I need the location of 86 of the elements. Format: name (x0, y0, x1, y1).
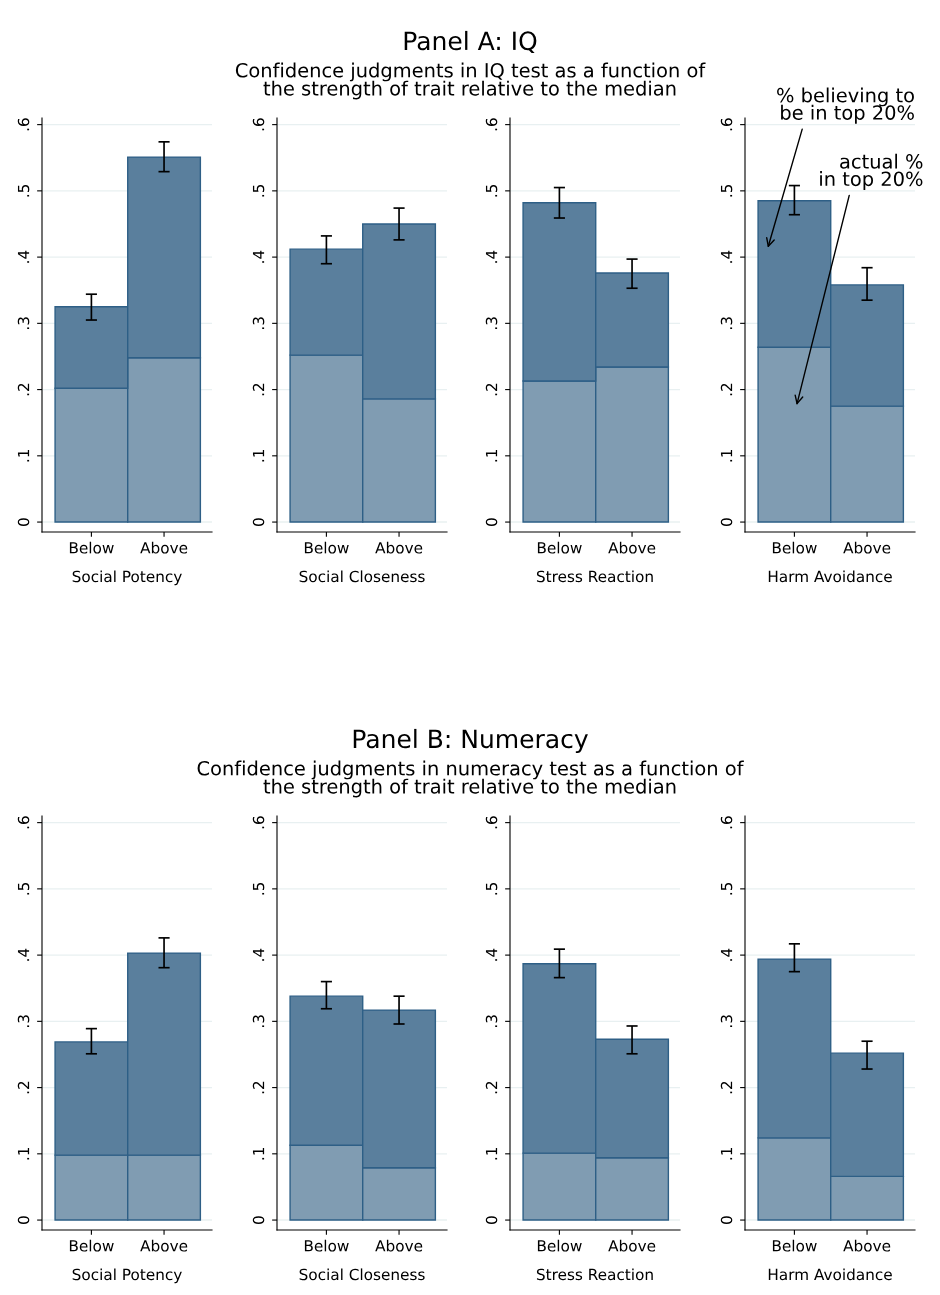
x-axis-title: Stress Reaction (536, 570, 653, 583)
y-tick-label: .1 (720, 449, 733, 462)
x-tick-label: Above (843, 1239, 891, 1252)
y-tick-label: .1 (17, 449, 30, 462)
y-tick-label: .5 (252, 882, 265, 895)
y-tick-label: 0 (485, 1216, 498, 1224)
y-tick-label: .2 (17, 1081, 30, 1094)
y-tick-label: .4 (252, 948, 265, 961)
annotation: actual % in top 20% (820, 153, 923, 190)
x-tick-label: Above (608, 1239, 656, 1252)
text: Confidence judgments in numeracy test as a function of the strength of trait relative to the median (197, 760, 744, 798)
x-axis-title: Social Closeness (299, 570, 425, 583)
y-tick-label: .6 (720, 118, 733, 131)
text: Panel A: IQ (404, 30, 537, 54)
y-tick-label: .3 (485, 317, 498, 329)
y-tick-label: .1 (720, 1147, 733, 1160)
x-tick-label: Above (140, 1239, 188, 1252)
y-tick-label: .2 (485, 383, 498, 396)
x-tick-label: Below (304, 541, 349, 554)
y-tick-label: .2 (252, 383, 265, 396)
x-tick-label: Below (69, 541, 114, 554)
x-tick-label: Below (772, 541, 817, 554)
x-tick-label: Above (843, 541, 891, 554)
y-tick-label: 0 (485, 518, 498, 526)
y-tick-label: .4 (485, 250, 498, 263)
x-tick-label: Below (772, 1239, 817, 1252)
y-tick-label: .3 (720, 1015, 733, 1027)
y-tick-label: 0 (252, 518, 265, 526)
text: Panel B: Numeracy (353, 728, 588, 754)
y-tick-label: .6 (252, 118, 265, 131)
y-tick-label: .5 (720, 184, 733, 197)
y-tick-label: 0 (720, 1216, 733, 1224)
y-tick-label: .4 (720, 948, 733, 961)
y-tick-label: .2 (485, 1081, 498, 1094)
x-tick-label: Below (304, 1239, 349, 1252)
y-tick-label: .4 (17, 948, 30, 961)
y-tick-label: .1 (252, 1147, 265, 1160)
y-tick-label: 0 (720, 518, 733, 526)
annotation: % believing to be in top 20% (777, 87, 914, 124)
y-tick-label: .3 (17, 1015, 30, 1027)
x-tick-label: Below (537, 1239, 582, 1252)
y-tick-label: .4 (252, 250, 265, 263)
x-tick-label: Above (608, 541, 656, 554)
y-tick-label: .2 (252, 1081, 265, 1094)
y-tick-label: .3 (17, 317, 30, 329)
y-tick-label: 0 (17, 518, 30, 526)
x-axis-title: Harm Avoidance (768, 1268, 892, 1281)
y-tick-label: .6 (17, 118, 30, 131)
y-tick-label: .6 (485, 118, 498, 131)
x-tick-label: Below (69, 1239, 114, 1252)
y-tick-label: .6 (720, 816, 733, 829)
y-tick-label: .4 (17, 250, 30, 263)
x-axis-title: Social Potency (72, 570, 182, 586)
text: Confidence judgments in IQ test as a function of the strength of trait relative to the median (235, 62, 706, 100)
x-tick-label: Above (375, 1239, 423, 1252)
y-tick-label: .5 (485, 882, 498, 895)
y-tick-label: .3 (485, 1015, 498, 1027)
y-tick-label: .1 (485, 449, 498, 462)
y-tick-label: .5 (252, 184, 265, 197)
y-tick-label: .1 (17, 1147, 30, 1160)
x-axis-title: Social Closeness (299, 1268, 425, 1281)
x-axis-title: Social Potency (72, 1268, 182, 1284)
y-tick-label: .2 (17, 383, 30, 396)
y-tick-label: .4 (720, 250, 733, 263)
y-tick-label: .6 (485, 816, 498, 829)
y-tick-label: .5 (720, 882, 733, 895)
y-tick-label: .1 (252, 449, 265, 462)
y-tick-label: .4 (485, 948, 498, 961)
y-tick-label: .5 (485, 184, 498, 197)
x-axis-title: Harm Avoidance (768, 570, 892, 583)
x-axis-title: Stress Reaction (536, 1268, 653, 1281)
y-tick-label: 0 (17, 1216, 30, 1224)
x-tick-label: Below (537, 541, 582, 554)
y-tick-label: .5 (17, 184, 30, 197)
y-tick-label: .2 (720, 383, 733, 396)
y-tick-label: .6 (252, 816, 265, 829)
x-tick-label: Above (375, 541, 423, 554)
y-tick-label: 0 (252, 1216, 265, 1224)
y-tick-label: .2 (720, 1081, 733, 1094)
y-tick-label: .3 (720, 317, 733, 329)
x-tick-label: Above (140, 541, 188, 554)
y-tick-label: .3 (252, 1015, 265, 1027)
y-tick-label: .1 (485, 1147, 498, 1160)
y-tick-label: .3 (252, 317, 265, 329)
y-tick-label: .5 (17, 882, 30, 895)
y-tick-label: .6 (17, 816, 30, 829)
